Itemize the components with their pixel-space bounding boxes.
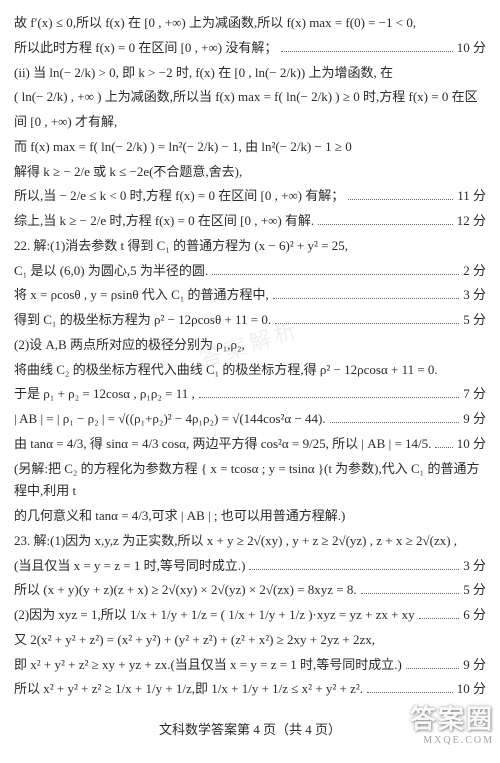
score-label: 9 分 (463, 408, 486, 431)
leader-dots (275, 311, 459, 324)
score-label: 5 分 (463, 309, 486, 332)
answer-line: | AB | = | ρ₁ − ρ₂ | = √((ρ₁+ρ₂)² − 4ρ₁ρ… (14, 408, 486, 431)
answer-line: 而 f(x) max = f( ln(− 2/k) ) = ln²(− 2/k)… (14, 136, 486, 159)
answer-line: (2)因为 xyz = 1,所以 1/x + 1/y + 1/z = ( 1/x… (14, 604, 486, 627)
answer-line: 于是 ρ₁ + ρ₂ = 12cosα , ρ₁ρ₂ = 11 , 7 分 (14, 383, 486, 406)
answer-line: 所以此时方程 f(x) = 0 在区间 [0 , +∞) 没有解； 10 分 (14, 37, 486, 60)
answer-line: 由 tanα = 4/3, 得 sinα = 4/3 cosα, 两边平方得 c… (14, 433, 486, 456)
answer-line: 将 x = ρcosθ , y = ρsinθ 代入 C₁ 的普通方程中, 3 分 (14, 284, 486, 307)
line-text: 所以,当 − 2/e ≤ k < 0 时,方程 f(x) = 0 在区间 [0 … (14, 185, 344, 208)
line-text: (当且仅当 x = y = z = 1 时,等号同时成立.) (14, 555, 245, 578)
answer-line: 解得 k ≥ − 2/e 或 k ≤ −2e(不合题意,舍去), (14, 161, 486, 184)
leader-dots (367, 681, 453, 694)
line-text: | AB | = | ρ₁ − ρ₂ | = √((ρ₁+ρ₂)² − 4ρ₁ρ… (14, 408, 326, 431)
answer-line: (另解:把 C₂ 的方程化为参数方程 { x = tcosα ; y = tsi… (14, 458, 486, 504)
leader-dots (281, 39, 452, 52)
line-text: 将 x = ρcosθ , y = ρsinθ 代入 C₁ 的普通方程中, (14, 284, 269, 307)
score-label: 6 分 (463, 604, 486, 627)
answer-line: C₁ 是以 (6,0) 为圆心,5 为半径的圆. 2 分 (14, 260, 486, 283)
score-label: 7 分 (463, 383, 486, 406)
answer-line: (2)设 A,B 两点所对应的极径分别为 ρ₁,ρ₂, (14, 334, 486, 357)
answer-line: 所以,当 − 2/e ≤ k < 0 时,方程 f(x) = 0 在区间 [0 … (14, 185, 486, 208)
answer-line: 间 [0 , +∞) 才有解, (14, 111, 486, 134)
line-text: 所以 (x + y)(y + z)(z + x) ≥ 2√(xy) × 2√(y… (14, 579, 357, 602)
line-text: 即 x² + y² + z² ≥ xy + yz + zx.(当且仅当 x = … (14, 654, 402, 677)
leader-dots (361, 582, 460, 595)
line-text: 所以 x² + y² + z² ≥ 1/x + 1/y + 1/z,即 1/x … (14, 678, 363, 701)
line-text: (2)因为 xyz = 1,所以 1/x + 1/y + 1/z = ( 1/x… (14, 604, 415, 627)
answer-line: (ii) 当 ln(− 2/k) > 0, 即 k > −2 时, f(x) 在… (14, 62, 486, 85)
score-label: 11 分 (457, 185, 486, 208)
leader-dots (419, 606, 460, 619)
answer-line: 即 x² + y² + z² ≥ xy + yz + zx.(当且仅当 x = … (14, 654, 486, 677)
score-label: 12 分 (457, 210, 486, 233)
answer-line: ( ln(− 2/k) , +∞ ) 上为减函数,所以当 f(x) max = … (14, 86, 486, 109)
answer-line: 22. 解:(1)消去参数 t 得到 C₁ 的普通方程为 (x − 6)² + … (14, 235, 486, 258)
score-label: 2 分 (463, 260, 486, 283)
line-text: 所以此时方程 f(x) = 0 在区间 [0 , +∞) 没有解； (14, 37, 277, 60)
score-label: 5 分 (463, 579, 486, 602)
line-text: 由 tanα = 4/3, 得 sinα = 4/3 cosα, 两边平方得 c… (14, 433, 431, 456)
page-footer: 文科数学答案第 4 页（共 4 页） (14, 719, 486, 742)
score-label: 3 分 (463, 555, 486, 578)
score-label: 10 分 (457, 433, 486, 456)
answer-line: 所以 x² + y² + z² ≥ 1/x + 1/y + 1/z,即 1/x … (14, 678, 486, 701)
line-text: 综上,当 k ≥ − 2/e 时,方程 f(x) = 0 在区间 [0 , +∞… (14, 210, 314, 233)
leader-dots (348, 188, 453, 201)
answer-line: (当且仅当 x = y = z = 1 时,等号同时成立.) 3 分 (14, 555, 486, 578)
answer-line: 所以 (x + y)(y + z)(z + x) ≥ 2√(xy) × 2√(y… (14, 579, 486, 602)
leader-dots (318, 212, 453, 225)
leader-dots (273, 287, 459, 300)
line-text: 于是 ρ₁ + ρ₂ = 12cosα , ρ₁ρ₂ = 11 , (14, 383, 195, 406)
leader-dots (199, 386, 460, 399)
leader-dots (249, 557, 459, 570)
score-label: 3 分 (463, 284, 486, 307)
answer-line: 23. 解:(1)因为 x,y,z 为正实数,所以 x + y ≥ 2√(xy)… (14, 530, 486, 553)
answer-line: 的几何意义和 tanα = 4/3,可求 | AB | ; 也可以用普通方程解.… (14, 505, 486, 528)
answer-line: 得到 C₁ 的极坐标方程为 ρ² − 12ρcosθ + 11 = 0. 5 分 (14, 309, 486, 332)
score-label: 10 分 (457, 37, 486, 60)
leader-dots (406, 656, 459, 669)
leader-dots (212, 262, 459, 275)
leader-dots (435, 435, 452, 448)
score-label: 9 分 (463, 654, 486, 677)
line-text: C₁ 是以 (6,0) 为圆心,5 为半径的圆. (14, 260, 208, 283)
answer-line: 又 2(x² + y² + z²) = (x² + y²) + (y² + z²… (14, 629, 486, 652)
answer-line: 将曲线 C₂ 的极坐标方程代入曲线 C₁ 的极坐标方程,得 ρ² − 12ρco… (14, 359, 486, 382)
leader-dots (330, 410, 460, 423)
answer-line: 故 f′(x) ≤ 0,所以 f(x) 在 [0 , +∞) 上为减函数,所以 … (14, 12, 486, 35)
line-text: 得到 C₁ 的极坐标方程为 ρ² − 12ρcosθ + 11 = 0. (14, 309, 271, 332)
score-label: 10 分 (457, 678, 486, 701)
answer-line: 综上,当 k ≥ − 2/e 时,方程 f(x) = 0 在区间 [0 , +∞… (14, 210, 486, 233)
